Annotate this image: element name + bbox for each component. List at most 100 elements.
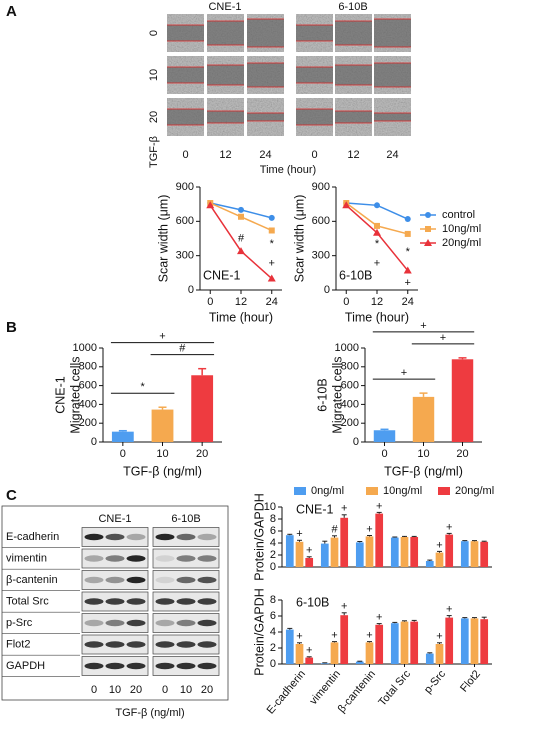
y-tick-label: 8 — [270, 594, 276, 606]
bar — [445, 534, 454, 567]
y-tick-label: 600 — [312, 215, 330, 227]
bar — [435, 552, 444, 567]
lane-label: 20 — [201, 684, 213, 696]
y-tick-label: 1000 — [73, 342, 97, 354]
blot-band — [126, 641, 146, 648]
blot-band — [105, 619, 125, 627]
bar — [412, 396, 435, 442]
x-tick-label: 12 — [235, 296, 247, 308]
bar — [410, 537, 419, 567]
significance: + — [331, 630, 337, 642]
y-tick-label: 600 — [341, 380, 359, 392]
scratch-gap — [207, 65, 244, 85]
legend-swatch — [294, 487, 306, 495]
y-tick-label: 200 — [79, 417, 97, 429]
y-tick-label: 0 — [324, 284, 330, 296]
blot-band — [155, 533, 175, 541]
scratch-gap — [374, 19, 411, 47]
marker — [206, 201, 215, 209]
bar — [365, 536, 374, 567]
y-tick-label: 4 — [270, 537, 276, 549]
legend-label: 10ng/ml — [383, 485, 422, 497]
chart-label: 6-10B — [339, 268, 372, 282]
significance: + — [341, 601, 347, 613]
x-tick-label: 0 — [343, 296, 349, 308]
blot-band — [105, 598, 125, 605]
legend-marker — [424, 239, 432, 246]
marker — [374, 222, 380, 229]
legend-marker — [425, 226, 431, 232]
y-tick-label: 200 — [341, 417, 359, 429]
scratch-gap — [207, 21, 244, 45]
x-tick-label: 20 — [456, 448, 468, 460]
blot-band — [176, 641, 196, 648]
marker — [237, 247, 245, 255]
y-tick-label: 8 — [270, 513, 276, 525]
bar — [410, 621, 419, 664]
blot-band — [197, 619, 217, 627]
bar — [451, 359, 474, 442]
x-tick-label: 0 — [207, 296, 213, 308]
x-tick-label: 10 — [156, 448, 168, 460]
marker — [404, 230, 411, 237]
annotation: * — [270, 238, 275, 250]
blot-band — [105, 641, 125, 648]
comparison-label: + — [420, 320, 426, 332]
blot-row-label: β-cantenin — [6, 574, 58, 586]
x-tick-label: vimentin — [307, 668, 343, 707]
y-tick-label: 6 — [270, 525, 276, 537]
significance: + — [306, 545, 312, 557]
significance: + — [296, 528, 302, 540]
bar — [340, 615, 349, 664]
comparison-label: + — [401, 367, 407, 379]
blot-row-label: E-cadherin — [6, 531, 59, 543]
legend-swatch — [366, 487, 378, 495]
bar — [470, 618, 479, 664]
y-tick-label: 600 — [176, 215, 194, 227]
comparison-label: + — [440, 332, 446, 344]
blot-band — [197, 576, 217, 584]
significance: + — [436, 631, 442, 643]
blot-band — [155, 619, 175, 627]
scratch-gap — [167, 67, 204, 83]
blot-row-label: Total Src — [6, 595, 49, 607]
blot-band — [84, 533, 104, 541]
blot-band — [126, 662, 146, 670]
y-title: Protein/GAPDH — [252, 588, 266, 676]
row-label: 20 — [148, 111, 160, 123]
scratch-gap — [335, 65, 372, 85]
bar — [390, 623, 399, 664]
bar — [191, 375, 214, 442]
blot-band — [126, 576, 146, 584]
blot-band — [126, 533, 146, 541]
bar — [365, 642, 374, 664]
y-tick-label: 300 — [176, 250, 194, 262]
legend-label: 10ng/ml — [442, 223, 481, 235]
blot-band — [197, 641, 217, 648]
group-label: CNE-1 — [208, 1, 241, 13]
scratch-gap — [167, 25, 204, 41]
blot-band — [176, 533, 196, 541]
bar — [340, 517, 349, 567]
blot-band — [84, 662, 104, 670]
y-tick-label: 0 — [270, 658, 276, 670]
bar — [425, 561, 434, 567]
marker — [267, 274, 276, 282]
significance: + — [366, 630, 372, 642]
y-tick-label: 1000 — [335, 342, 359, 354]
bar — [305, 558, 314, 567]
marker — [374, 202, 380, 209]
blot-row-label: Flot2 — [6, 638, 30, 650]
row-label: 0 — [148, 30, 160, 36]
x-tick-label: Flot2 — [458, 668, 483, 694]
annotation: * — [406, 246, 411, 258]
blot-band — [155, 576, 175, 584]
chart-label: 6-10B — [296, 595, 329, 609]
x-tick-label: 20 — [196, 448, 208, 460]
marker — [404, 216, 411, 223]
blot-band — [126, 555, 146, 562]
comparison-label: # — [179, 343, 186, 355]
significance: + — [306, 645, 312, 657]
annotation: + — [374, 258, 380, 270]
bar — [285, 629, 294, 664]
